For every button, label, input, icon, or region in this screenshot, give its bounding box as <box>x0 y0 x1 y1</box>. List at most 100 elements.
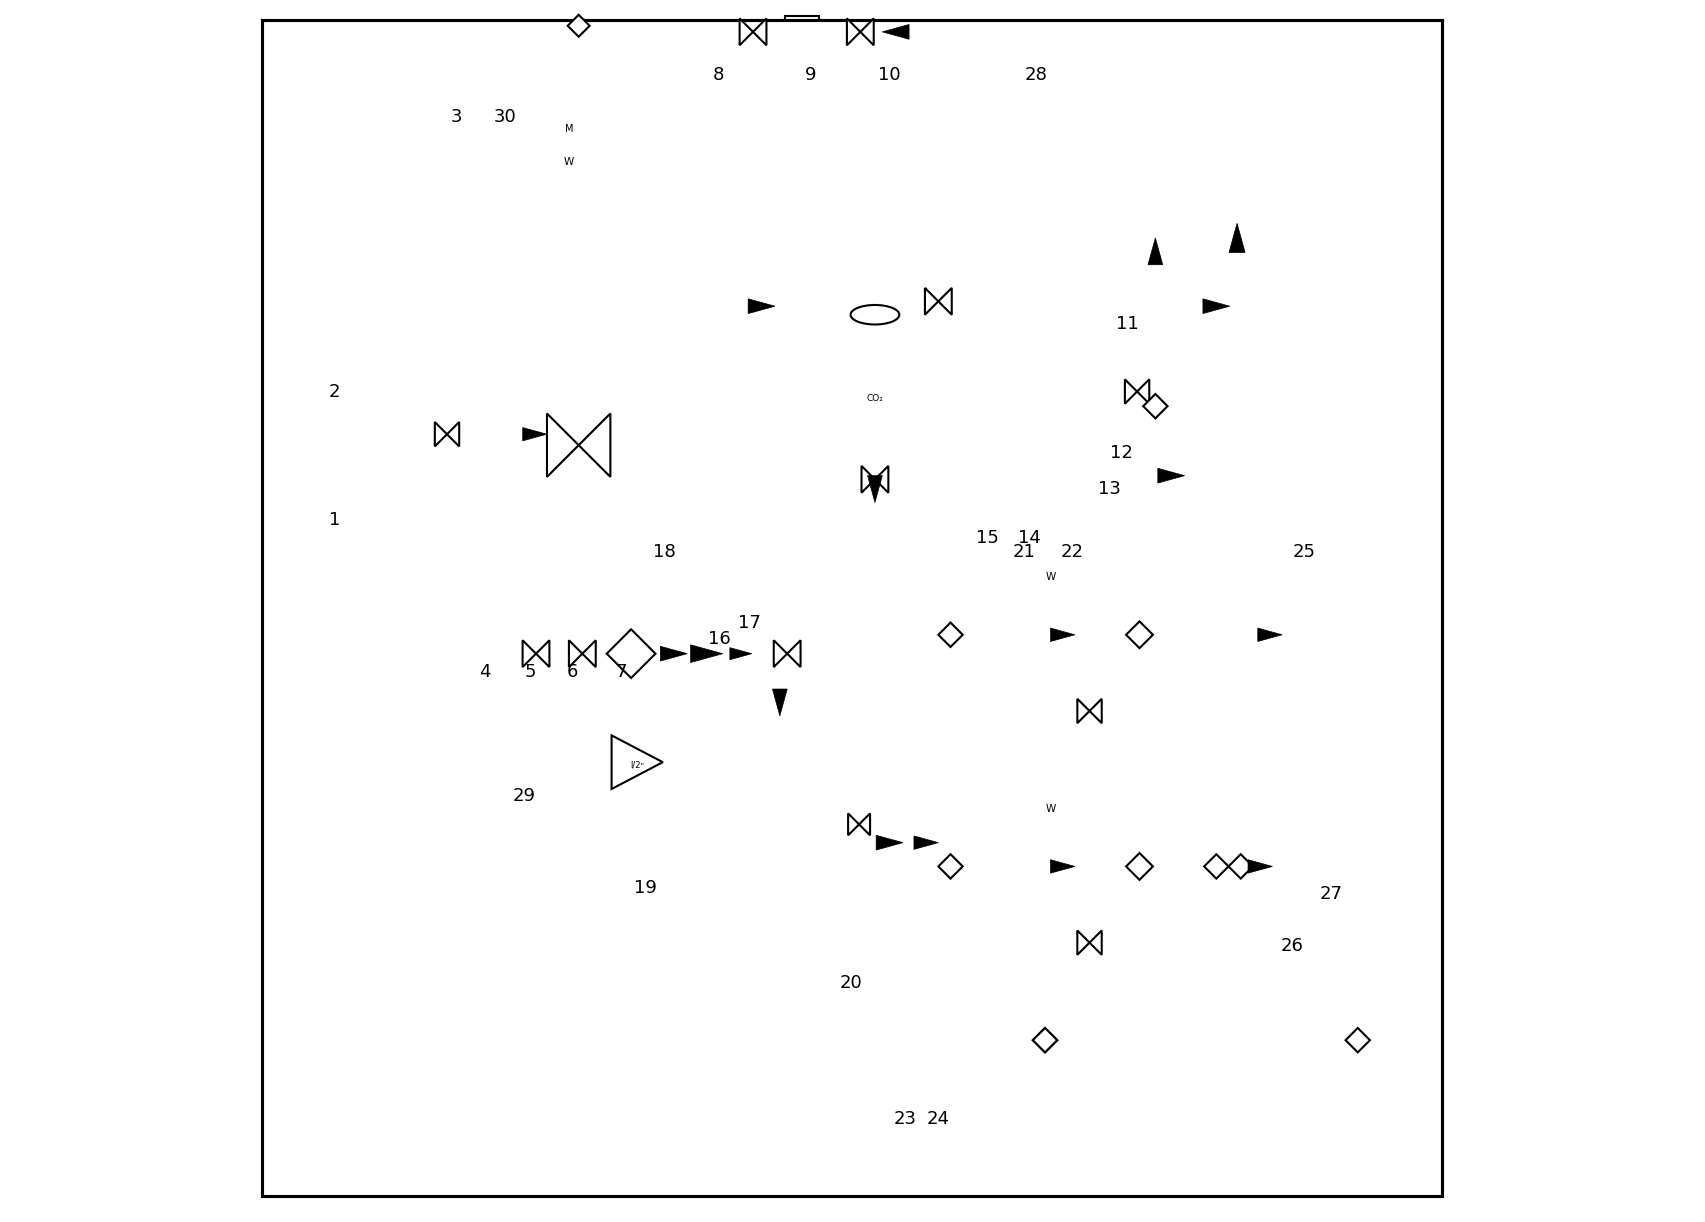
Polygon shape <box>1032 1028 1057 1052</box>
Circle shape <box>965 610 996 642</box>
Bar <box>851 315 899 455</box>
Bar <box>1284 464 1430 989</box>
Bar <box>1142 577 1204 711</box>
Polygon shape <box>876 836 902 851</box>
Text: Control: Control <box>1338 582 1371 591</box>
Bar <box>1047 833 1130 942</box>
Bar <box>694 99 1205 538</box>
Text: 29: 29 <box>512 787 535 805</box>
Bar <box>1147 901 1175 930</box>
Text: 12: 12 <box>1110 444 1132 462</box>
Bar <box>888 901 916 952</box>
Text: 24: 24 <box>926 1111 950 1128</box>
Polygon shape <box>604 584 626 601</box>
Text: W: W <box>1045 572 1055 582</box>
Polygon shape <box>859 814 870 836</box>
Text: W: W <box>1045 804 1055 814</box>
Bar <box>1188 456 1286 495</box>
Bar <box>991 628 1014 648</box>
Polygon shape <box>607 629 655 678</box>
Polygon shape <box>938 622 962 646</box>
Polygon shape <box>522 428 547 441</box>
Text: 7: 7 <box>616 664 627 681</box>
Bar <box>1112 582 1137 604</box>
Circle shape <box>1004 793 1037 825</box>
Bar <box>1147 587 1175 616</box>
Polygon shape <box>740 18 752 45</box>
Polygon shape <box>786 640 800 667</box>
Circle shape <box>965 842 996 874</box>
Bar <box>962 103 1236 373</box>
Text: 4: 4 <box>479 664 491 681</box>
Circle shape <box>864 819 914 868</box>
Ellipse shape <box>851 306 899 325</box>
Polygon shape <box>774 640 786 667</box>
Polygon shape <box>772 689 786 716</box>
Bar <box>1147 670 1175 699</box>
Polygon shape <box>568 640 581 667</box>
Circle shape <box>1098 797 1124 821</box>
Polygon shape <box>1050 860 1074 874</box>
Bar <box>1166 385 1197 440</box>
Polygon shape <box>730 648 752 660</box>
Bar <box>1129 409 1159 434</box>
Polygon shape <box>581 640 595 667</box>
Circle shape <box>1067 793 1100 825</box>
Polygon shape <box>868 475 881 502</box>
Polygon shape <box>1202 299 1229 314</box>
Circle shape <box>1067 561 1100 593</box>
Text: 20: 20 <box>839 974 861 992</box>
Polygon shape <box>547 413 578 477</box>
Polygon shape <box>1228 224 1245 253</box>
Circle shape <box>965 793 996 825</box>
Polygon shape <box>660 646 687 661</box>
Text: 6: 6 <box>566 664 578 681</box>
Circle shape <box>549 110 588 149</box>
Polygon shape <box>1089 930 1101 954</box>
Circle shape <box>687 54 726 93</box>
Polygon shape <box>1142 393 1166 418</box>
Bar <box>854 901 881 952</box>
Text: 26: 26 <box>1280 937 1303 956</box>
Circle shape <box>1067 610 1100 642</box>
Text: 3: 3 <box>450 109 462 126</box>
Polygon shape <box>435 422 447 446</box>
Polygon shape <box>1125 621 1153 648</box>
Bar <box>1166 244 1197 299</box>
Bar <box>1147 628 1175 657</box>
Text: 15: 15 <box>975 529 997 547</box>
Text: 16: 16 <box>708 631 730 648</box>
Polygon shape <box>881 24 909 39</box>
Polygon shape <box>1137 379 1149 403</box>
Text: 30: 30 <box>494 109 517 126</box>
Polygon shape <box>1089 699 1101 723</box>
Circle shape <box>551 44 587 81</box>
Bar <box>1095 628 1118 648</box>
Polygon shape <box>1158 468 1183 483</box>
Polygon shape <box>752 18 766 45</box>
Text: 14: 14 <box>1018 529 1040 547</box>
Text: 21: 21 <box>1011 544 1035 561</box>
Polygon shape <box>924 288 938 315</box>
Text: W: W <box>563 158 573 167</box>
Polygon shape <box>846 18 859 45</box>
Bar <box>1294 513 1415 660</box>
Circle shape <box>1067 842 1100 874</box>
Polygon shape <box>1076 699 1089 723</box>
Polygon shape <box>1032 1028 1057 1052</box>
Circle shape <box>1004 561 1037 593</box>
Polygon shape <box>535 640 549 667</box>
Text: 1: 1 <box>329 511 341 529</box>
Circle shape <box>1338 770 1388 819</box>
Polygon shape <box>748 299 774 314</box>
Polygon shape <box>522 640 535 667</box>
Text: M: M <box>564 125 573 134</box>
Bar <box>1166 315 1197 369</box>
Text: 27: 27 <box>1318 885 1342 903</box>
Text: 28: 28 <box>1023 66 1047 83</box>
Bar <box>1037 798 1064 820</box>
Polygon shape <box>938 288 951 315</box>
Bar <box>832 803 854 821</box>
Polygon shape <box>1257 628 1282 642</box>
Polygon shape <box>1050 628 1074 642</box>
